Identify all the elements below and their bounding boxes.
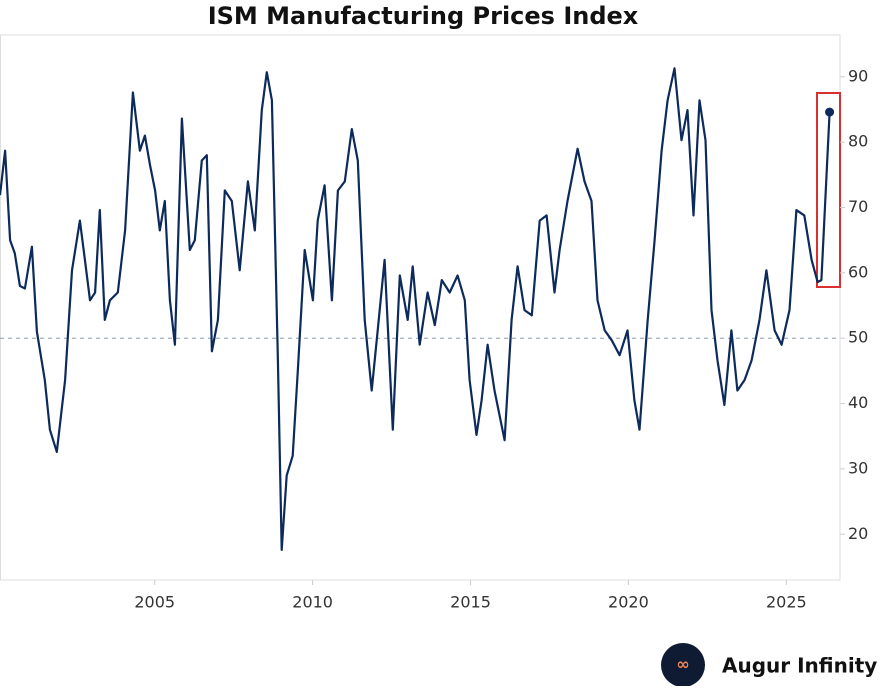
y-tick-label: 90 (848, 66, 868, 85)
x-tick-label: 2020 (608, 593, 649, 612)
y-tick-label: 50 (848, 328, 868, 347)
y-tick-label: 60 (848, 262, 868, 281)
line-series (0, 67, 831, 551)
y-tick-label: 40 (848, 393, 868, 412)
end-point (825, 107, 835, 117)
source-label: Augur Infinity (722, 654, 877, 678)
y-tick-label: 70 (848, 197, 868, 216)
logo-glyph: ∞ (676, 655, 689, 674)
y-tick-label: 80 (848, 132, 868, 151)
x-tick-label: 2015 (450, 593, 491, 612)
x-tick-label: 2005 (134, 593, 175, 612)
chart-title: ISM Manufacturing Prices Index (208, 2, 639, 30)
x-tick-label: 2010 (292, 593, 333, 612)
logo (661, 643, 705, 687)
y-tick-label: 20 (848, 524, 868, 543)
plot-frame (0, 34, 841, 581)
x-tick-label: 2025 (766, 593, 807, 612)
highlight-box (816, 92, 841, 288)
y-tick-label: 30 (848, 458, 868, 477)
